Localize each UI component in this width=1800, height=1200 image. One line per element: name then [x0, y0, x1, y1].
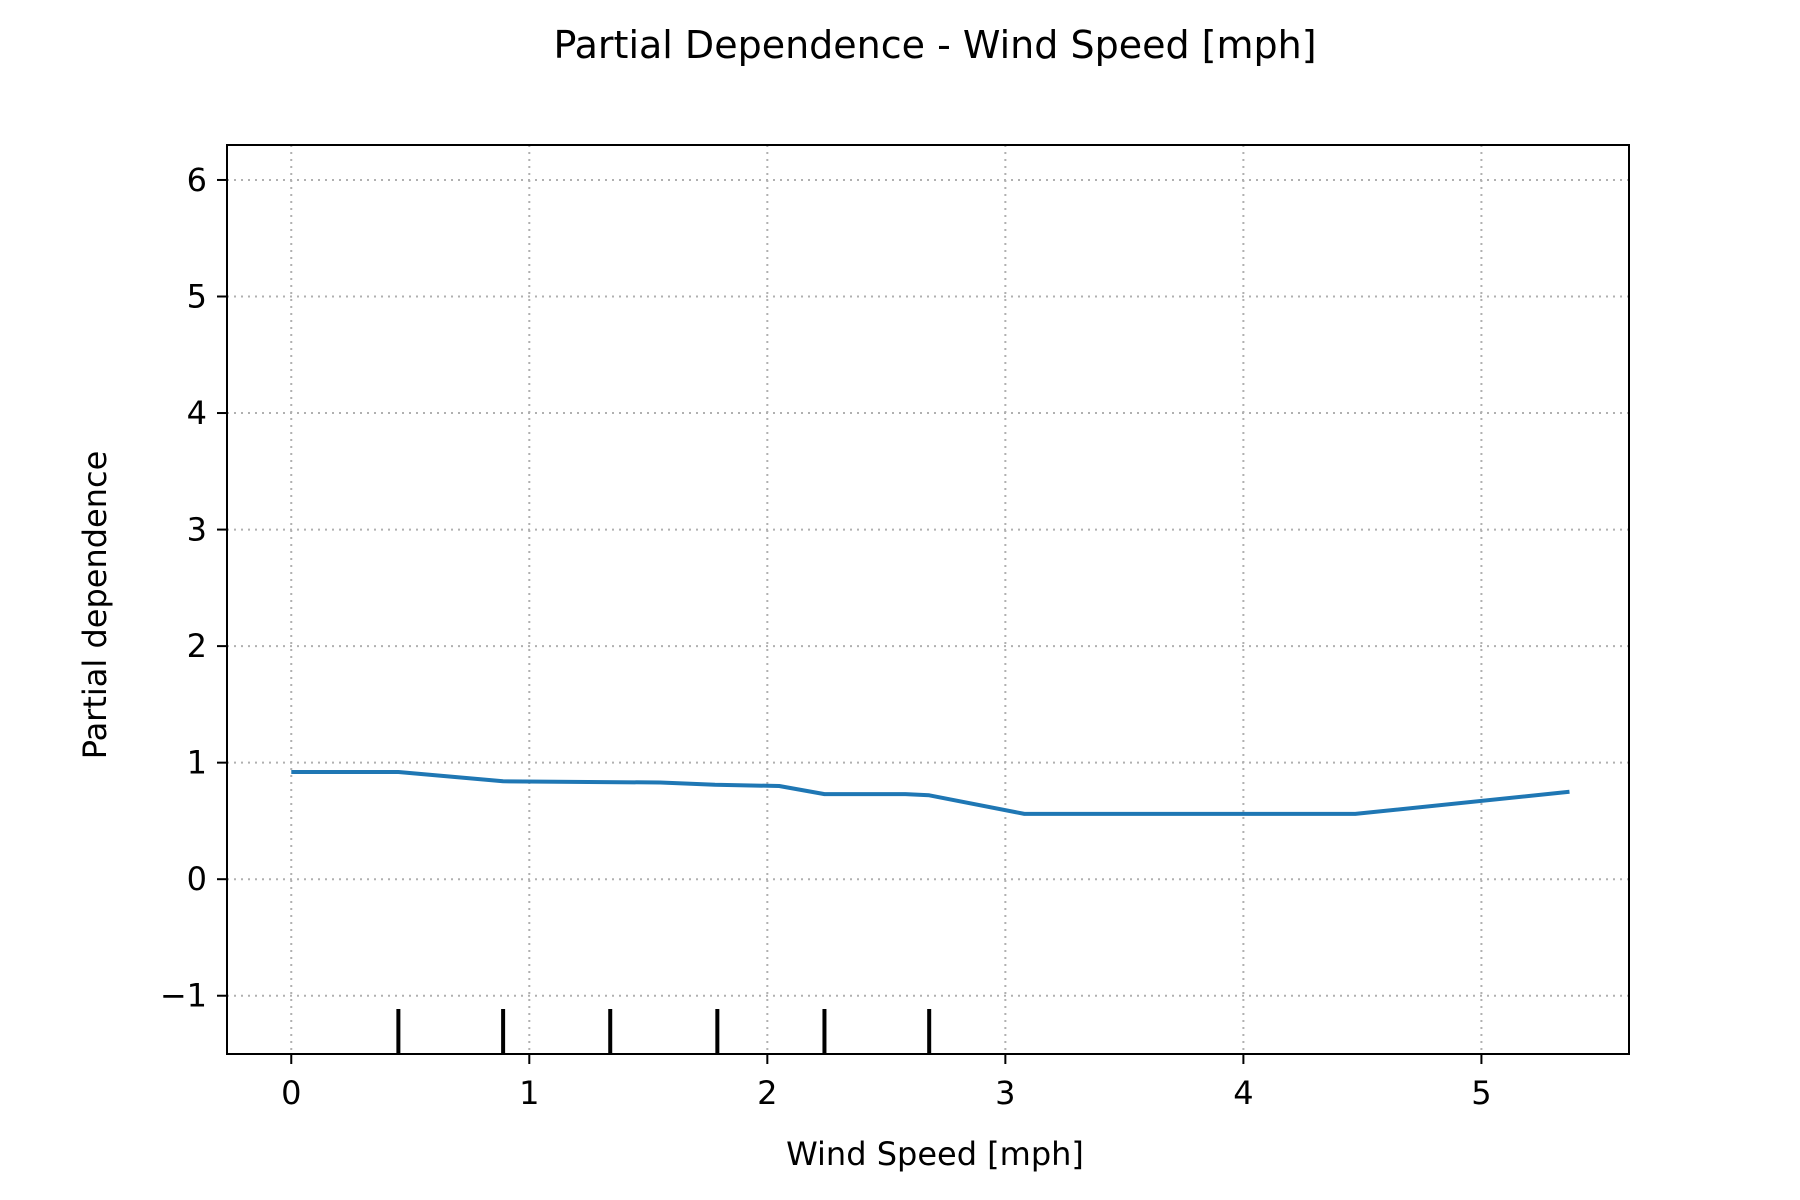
y-axis-ticks: −1 0 1 2 3 4 5 6 [160, 161, 227, 1015]
y-tick-label: 6 [187, 161, 207, 199]
data-lines [291, 770, 1570, 816]
y-tick-label: 0 [187, 860, 207, 898]
y-tick-label: 1 [187, 744, 207, 782]
plot-frame [226, 144, 1630, 1055]
grid-lines [227, 145, 1629, 1054]
series-line [291, 770, 1570, 816]
y-tick-label: 4 [187, 394, 207, 432]
x-tick-label: 4 [1233, 1074, 1253, 1112]
y-tick-label: 3 [187, 511, 207, 549]
x-tick-label: 2 [757, 1074, 777, 1112]
x-axis-label: Wind Speed [mph] [786, 1135, 1084, 1173]
x-tick-label: 3 [995, 1074, 1015, 1112]
y-tick-label: 5 [187, 278, 207, 316]
y-tick-label: 2 [187, 627, 207, 665]
rug-marks [396, 1009, 932, 1054]
x-tick-label: 0 [281, 1074, 301, 1112]
y-axis-label: Partial dependence [76, 451, 114, 760]
x-tick-label: 1 [519, 1074, 539, 1112]
x-tick-label: 5 [1471, 1074, 1491, 1112]
y-tick-label: −1 [160, 977, 207, 1015]
x-axis-ticks: 0 1 2 3 4 5 [281, 1054, 1492, 1112]
chart-title: Partial Dependence - Wind Speed [mph] [553, 23, 1316, 67]
